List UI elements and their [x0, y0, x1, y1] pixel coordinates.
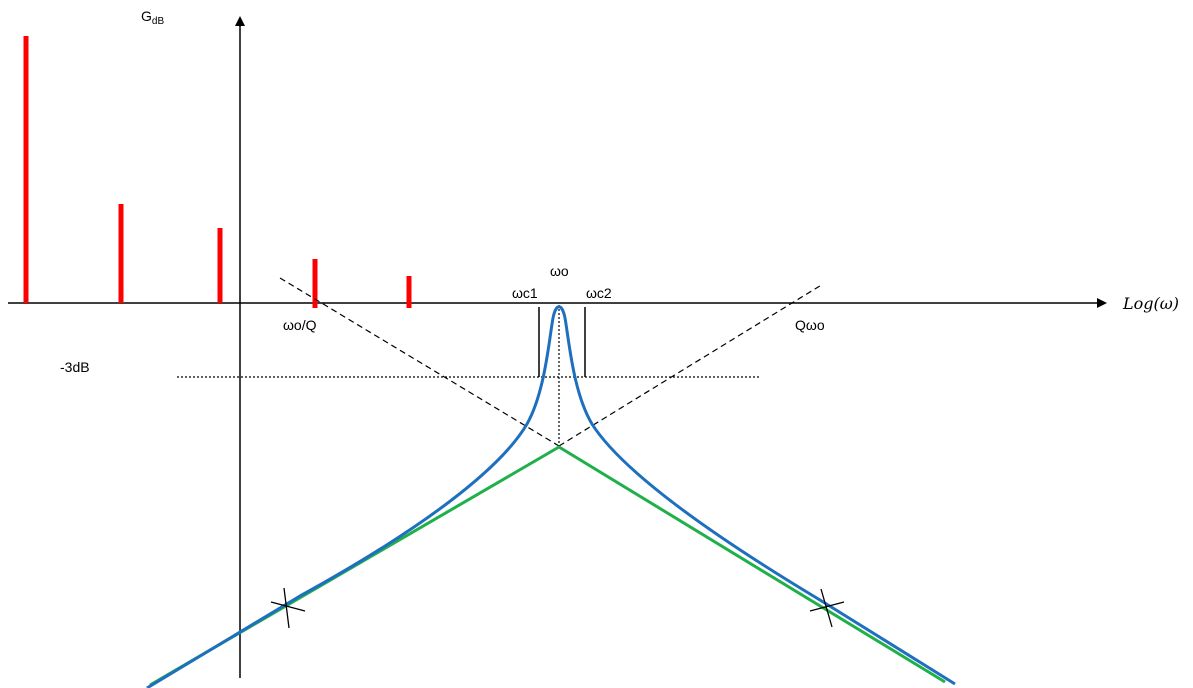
omega0-label: ωo [550, 263, 569, 279]
dashed-asymptote-right [558, 283, 824, 447]
omega-c2-label: ωc2 [586, 285, 612, 301]
minus3db-label: -3dB [60, 359, 90, 375]
q-omega0-label: Qωo [795, 317, 825, 333]
asymptote-lines [149, 445, 946, 687]
dashed-asymptote-left [279, 277, 560, 447]
omega0-over-q-label: ωo/Q [283, 317, 317, 333]
intersection-marker-left [270, 587, 306, 629]
intersection-marker-right [809, 588, 845, 628]
x-axis-label: Log(ω) [1122, 294, 1179, 313]
spectral-lines [23, 36, 412, 308]
response-curve [146, 305, 956, 688]
omega-c1-label: ωc1 [512, 285, 538, 301]
y-axis-label-sub: dB [152, 16, 165, 27]
y-axis-label: GdB [141, 8, 164, 27]
y-axis-label-main: G [141, 8, 152, 24]
